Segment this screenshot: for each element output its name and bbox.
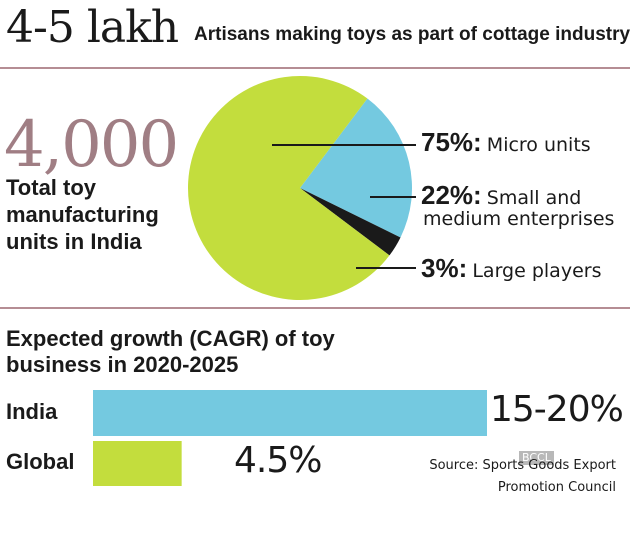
bar-india bbox=[93, 390, 487, 436]
units-number: 4,000 bbox=[4, 108, 179, 182]
large-percent: 3%: bbox=[421, 253, 468, 283]
units-label: Total toy manufacturing units in India bbox=[6, 175, 159, 254]
bar-label-india: India bbox=[6, 399, 58, 424]
sme-label-line2: medium enterprises bbox=[423, 208, 615, 230]
source-note: Source: Sports Goods Export Promotion Co… bbox=[400, 455, 616, 499]
bar-value-global: 4.5% bbox=[234, 440, 322, 481]
source-line-1: Source: Sports Goods Export bbox=[429, 458, 616, 473]
micro-percent: 75%: bbox=[421, 127, 482, 157]
sme-label-line1: Small and bbox=[486, 187, 582, 209]
source-line-2: Promotion Council bbox=[497, 480, 616, 495]
pie-slice-micro bbox=[188, 76, 390, 300]
pie-slice-sme bbox=[300, 98, 413, 238]
callout-micro: 75%: Micro units bbox=[421, 127, 591, 158]
pie-slice-large bbox=[300, 188, 401, 256]
headline-text: Artisans making toys as part of cottage … bbox=[194, 24, 630, 45]
callout-sme: 22%: Small and bbox=[421, 180, 582, 211]
micro-label: Micro units bbox=[486, 134, 591, 156]
top-divider bbox=[0, 67, 630, 69]
large-label: Large players bbox=[472, 260, 602, 282]
bar-value-india: 15-20% bbox=[490, 389, 624, 430]
bar-label-global: Global bbox=[6, 449, 75, 474]
middle-divider bbox=[0, 307, 630, 309]
sme-percent: 22%: bbox=[421, 180, 482, 210]
watermark: BCCL bbox=[519, 451, 554, 465]
growth-title: Expected growth (CAGR) of toy business i… bbox=[6, 326, 335, 377]
headline-number: 4-5 lakh bbox=[6, 2, 179, 53]
callout-large: 3%: Large players bbox=[421, 253, 602, 284]
bar-global bbox=[93, 441, 182, 486]
